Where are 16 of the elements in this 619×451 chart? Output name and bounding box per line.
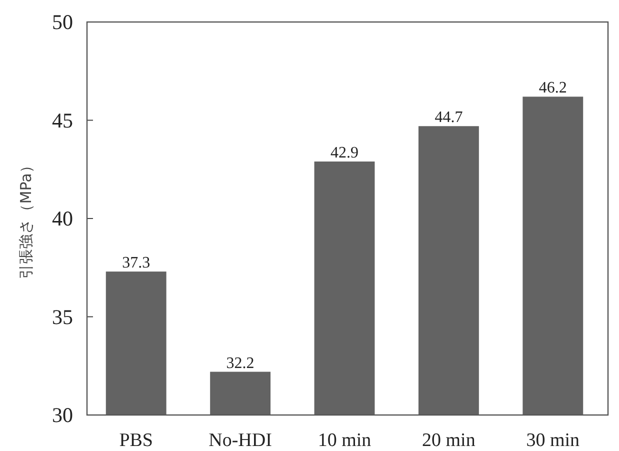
data-label: 42.9: [330, 144, 358, 162]
y-axis-title: 引張強さ（MPa）: [17, 158, 35, 279]
x-tick-label: No-HDI: [208, 430, 272, 451]
data-label: 44.7: [434, 109, 463, 126]
x-tick-label: 10 min: [318, 430, 372, 451]
y-tick-label: 45: [52, 108, 73, 132]
data-label: 37.3: [122, 254, 150, 272]
y-tick-label: 35: [52, 304, 73, 329]
x-tick-label: PBS: [119, 430, 154, 451]
data-label: 32.2: [226, 354, 254, 372]
y-tick-label: 30: [52, 403, 73, 427]
y-tick-label: 50: [52, 10, 73, 34]
y-tick-label: 40: [52, 206, 73, 230]
data-label: 46.2: [538, 80, 567, 97]
x-tick-label: 30 min: [526, 430, 580, 451]
x-tick-label: 20 min: [422, 430, 476, 451]
